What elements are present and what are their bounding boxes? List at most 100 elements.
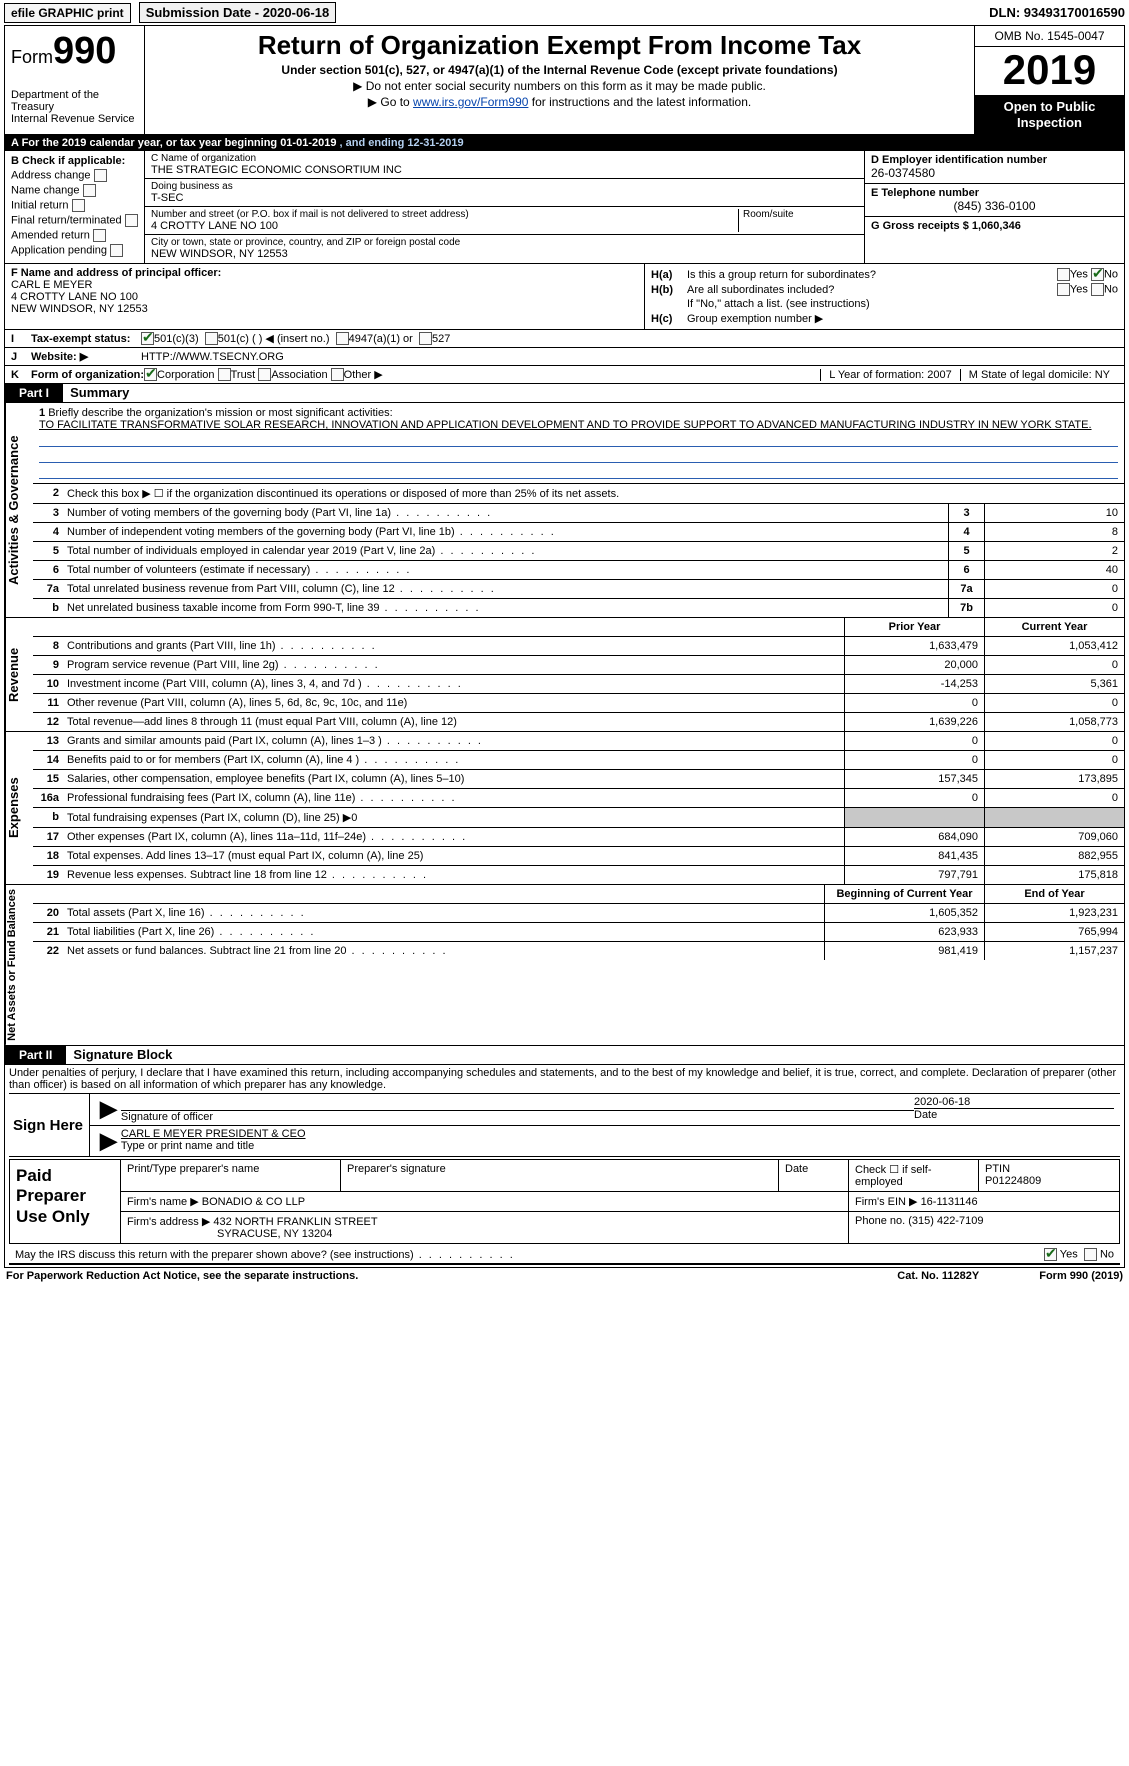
c-room-lbl: Room/suite (738, 209, 858, 232)
l16a-txt: Professional fundraising fees (Part IX, … (63, 789, 844, 807)
d-ein-val: 26-0374580 (871, 166, 1118, 180)
line1-lbl: Briefly describe the organization's miss… (48, 407, 392, 419)
col-h: H(a) Is this a group return for subordin… (644, 264, 1124, 329)
paid-preparer-table: Paid Preparer Use Only Print/Type prepar… (9, 1159, 1120, 1244)
k-trust-cb[interactable] (218, 368, 231, 381)
form-title: Return of Organization Exempt From Incom… (153, 30, 966, 61)
pp-c2: Preparer's signature (341, 1160, 779, 1191)
activities-governance-section: Activities & Governance 1 Briefly descri… (5, 403, 1124, 618)
l20-num: 20 (33, 904, 63, 922)
l22-cy: 1,157,237 (984, 942, 1124, 960)
line1-txt: TO FACILITATE TRANSFORMATIVE SOLAR RESEA… (39, 419, 1092, 431)
l2-txt: Check this box ▶ ☐ if the organization d… (63, 484, 1124, 503)
ha-yes-cb[interactable] (1057, 268, 1070, 281)
sig-name-lbl: Type or print name and title (121, 1140, 254, 1152)
l7a-num: 7a (33, 580, 63, 598)
l6-box: 6 (948, 561, 984, 579)
header-center: Return of Organization Exempt From Incom… (145, 26, 974, 134)
section-bcde: B Check if applicable: Address change Na… (5, 151, 1124, 264)
l9-py: 20,000 (844, 656, 984, 674)
i-tag: I (11, 333, 31, 345)
discuss-no: No (1100, 1248, 1114, 1260)
topbar: efile GRAPHIC print Submission Date - 20… (0, 0, 1129, 25)
hb-no-cb[interactable] (1091, 283, 1104, 296)
l18-num: 18 (33, 847, 63, 865)
i-4947: 4947(a)(1) or (349, 333, 413, 345)
i-501c-cb[interactable] (205, 332, 218, 345)
cb-app-pending[interactable]: Application pending (11, 244, 138, 257)
l13-num: 13 (33, 732, 63, 750)
i-527-cb[interactable] (419, 332, 432, 345)
k-other-cb[interactable] (331, 368, 344, 381)
i-4947-cb[interactable] (336, 332, 349, 345)
l11-num: 11 (33, 694, 63, 712)
l18-txt: Total expenses. Add lines 13–17 (must eq… (63, 847, 844, 865)
cb-initial-return[interactable]: Initial return (11, 199, 138, 212)
l3-box: 3 (948, 504, 984, 522)
l15-py: 157,345 (844, 770, 984, 788)
open-to-public: Open to Public Inspection (975, 95, 1124, 134)
discuss-no-cb[interactable] (1084, 1248, 1097, 1261)
pp-c4: Check ☐ if self-employed (849, 1160, 979, 1191)
part2-tag: Part II (5, 1046, 66, 1064)
k-corp-cb[interactable] (144, 368, 157, 381)
l21-txt: Total liabilities (Part X, line 26) (63, 923, 824, 941)
f-addr2: NEW WINDSOR, NY 12553 (11, 303, 638, 315)
cb-name-change[interactable]: Name change (11, 184, 138, 197)
l16a-num: 16a (33, 789, 63, 807)
c-name-val: THE STRATEGIC ECONOMIC CONSORTIUM INC (151, 164, 858, 176)
mission-block: 1 Briefly describe the organization's mi… (33, 403, 1124, 483)
k-assoc-cb[interactable] (258, 368, 271, 381)
header-right: OMB No. 1545-0047 2019 Open to Public In… (974, 26, 1124, 134)
l6-num: 6 (33, 561, 63, 579)
i-501c: 501(c) ( ) ◀ (insert no.) (218, 332, 330, 345)
l6-txt: Total number of volunteers (estimate if … (63, 561, 948, 579)
discuss-yes: Yes (1060, 1248, 1078, 1260)
l10-cy: 5,361 (984, 675, 1124, 693)
cb-final-return[interactable]: Final return/terminated (11, 214, 138, 227)
l20-txt: Total assets (Part X, line 16) (63, 904, 824, 922)
l16a-py: 0 (844, 789, 984, 807)
hdr-py: Prior Year (844, 618, 984, 636)
l15-cy: 173,895 (984, 770, 1124, 788)
sidebar-activities: Activities & Governance (5, 403, 33, 617)
l21-num: 21 (33, 923, 63, 941)
part1-header: Part I Summary (5, 384, 1124, 403)
hb-note: If "No," attach a list. (see instruction… (687, 298, 870, 310)
irs-link[interactable]: www.irs.gov/Form990 (413, 95, 528, 109)
c-dba-val: T-SEC (151, 192, 858, 204)
form-prefix: Form (11, 47, 53, 67)
pp-firm: Firm's name ▶ BONADIO & CO LLP (121, 1192, 849, 1211)
cb-address-change[interactable]: Address change (11, 169, 138, 182)
l22-num: 22 (33, 942, 63, 960)
pp-c1: Print/Type preparer's name (121, 1160, 341, 1191)
part2-header: Part II Signature Block (5, 1046, 1124, 1065)
l5-box: 5 (948, 542, 984, 560)
l7b-val: 0 (984, 599, 1124, 617)
l7b-num: b (33, 599, 63, 617)
l11-txt: Other revenue (Part VIII, column (A), li… (63, 694, 844, 712)
form-subtitle: Under section 501(c), 527, or 4947(a)(1)… (153, 63, 966, 77)
l4-num: 4 (33, 523, 63, 541)
i-lab: Tax-exempt status: (31, 333, 141, 345)
hc-txt: Group exemption number ▶ (687, 312, 823, 325)
signature-section: Under penalties of perjury, I declare th… (5, 1065, 1124, 1267)
i-501c3-cb[interactable] (141, 332, 154, 345)
row-a: A For the 2019 calendar year, or tax yea… (5, 135, 1124, 151)
form-number: 990 (53, 30, 116, 72)
hb-yes-cb[interactable] (1057, 283, 1070, 296)
header-left: Form990 Department of the Treasury Inter… (5, 26, 145, 134)
sidebar-expenses: Expenses (5, 732, 33, 884)
cb-amended[interactable]: Amended return (11, 229, 138, 242)
c-city-lbl: City or town, state or province, country… (151, 237, 858, 248)
l11-py: 0 (844, 694, 984, 712)
row-klm: K Form of organization: Corporation Trus… (5, 366, 1124, 384)
f-addr1: 4 CROTTY LANE NO 100 (11, 291, 638, 303)
j-lab: Website: ▶ (31, 350, 141, 363)
ha-no-cb[interactable] (1091, 268, 1104, 281)
l20-py: 1,605,352 (824, 904, 984, 922)
discuss-yes-cb[interactable] (1044, 1248, 1057, 1261)
l19-py: 797,791 (844, 866, 984, 884)
col-c: C Name of organization THE STRATEGIC ECO… (145, 151, 864, 263)
l16a-cy: 0 (984, 789, 1124, 807)
